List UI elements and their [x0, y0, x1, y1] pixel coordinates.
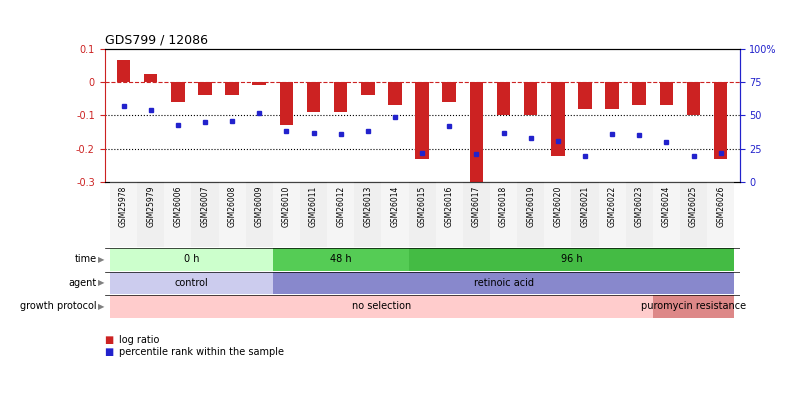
- Bar: [597, 182, 625, 247]
- Bar: [144, 74, 157, 82]
- Bar: [652, 182, 679, 247]
- Text: GSM26018: GSM26018: [499, 185, 507, 227]
- Bar: [225, 82, 238, 96]
- Text: GSM26009: GSM26009: [255, 185, 263, 227]
- Bar: [632, 82, 646, 105]
- Text: ■: ■: [104, 347, 114, 357]
- Text: GSM26024: GSM26024: [661, 185, 670, 227]
- Bar: [116, 60, 130, 82]
- Text: ■: ■: [104, 335, 114, 345]
- Bar: [110, 272, 272, 294]
- Bar: [408, 182, 435, 247]
- Bar: [354, 182, 381, 247]
- Bar: [652, 295, 733, 318]
- Bar: [218, 182, 246, 247]
- Bar: [571, 182, 597, 247]
- Text: puromycin resistance: puromycin resistance: [640, 301, 745, 311]
- Text: retinoic acid: retinoic acid: [473, 278, 533, 288]
- Bar: [110, 295, 652, 318]
- Bar: [327, 182, 354, 247]
- Bar: [408, 248, 733, 271]
- Bar: [137, 182, 164, 247]
- Text: control: control: [174, 278, 208, 288]
- Text: GSM26013: GSM26013: [363, 185, 372, 227]
- Text: 48 h: 48 h: [329, 254, 351, 264]
- Bar: [550, 82, 564, 156]
- Bar: [272, 182, 300, 247]
- Text: GSM26026: GSM26026: [715, 185, 724, 227]
- Text: GSM26006: GSM26006: [173, 185, 182, 227]
- Bar: [679, 182, 706, 247]
- Bar: [307, 82, 320, 112]
- Bar: [706, 182, 733, 247]
- Bar: [496, 82, 510, 115]
- Bar: [713, 82, 727, 159]
- Bar: [388, 82, 402, 105]
- Text: GSM26017: GSM26017: [471, 185, 480, 227]
- Bar: [605, 82, 618, 109]
- Bar: [333, 82, 347, 112]
- Text: 0 h: 0 h: [183, 254, 199, 264]
- Text: GSM26012: GSM26012: [336, 185, 344, 227]
- Text: GSM26015: GSM26015: [417, 185, 426, 227]
- Text: ▶: ▶: [98, 255, 104, 264]
- Text: GSM25979: GSM25979: [146, 185, 155, 227]
- Bar: [252, 82, 266, 85]
- Bar: [381, 182, 408, 247]
- Bar: [246, 182, 272, 247]
- Bar: [625, 182, 652, 247]
- Bar: [435, 182, 463, 247]
- Bar: [463, 182, 489, 247]
- Text: no selection: no selection: [352, 301, 410, 311]
- Bar: [524, 82, 536, 115]
- Text: ▶: ▶: [98, 278, 104, 288]
- Text: GSM26021: GSM26021: [580, 185, 589, 227]
- Bar: [300, 182, 327, 247]
- Text: GSM26014: GSM26014: [390, 185, 399, 227]
- Bar: [361, 82, 374, 96]
- Text: GSM26011: GSM26011: [308, 185, 318, 227]
- Bar: [110, 182, 137, 247]
- Text: log ratio: log ratio: [119, 335, 159, 345]
- Text: GSM26008: GSM26008: [227, 185, 236, 227]
- Bar: [415, 82, 428, 159]
- Text: GSM26016: GSM26016: [444, 185, 453, 227]
- Bar: [577, 82, 591, 109]
- Bar: [658, 82, 672, 105]
- Bar: [469, 82, 483, 182]
- Text: GSM26019: GSM26019: [525, 185, 535, 227]
- Bar: [279, 82, 293, 126]
- Bar: [171, 82, 185, 102]
- Text: time: time: [74, 254, 96, 264]
- Text: ▶: ▶: [98, 302, 104, 311]
- Bar: [198, 82, 211, 96]
- Text: GDS799 / 12086: GDS799 / 12086: [104, 33, 207, 46]
- Text: percentile rank within the sample: percentile rank within the sample: [119, 347, 283, 357]
- Bar: [164, 182, 191, 247]
- Text: agent: agent: [68, 278, 96, 288]
- Text: GSM26025: GSM26025: [688, 185, 697, 227]
- Text: GSM26022: GSM26022: [607, 185, 616, 227]
- Text: GSM26020: GSM26020: [552, 185, 561, 227]
- Text: GSM26007: GSM26007: [200, 185, 210, 227]
- Bar: [516, 182, 544, 247]
- Bar: [191, 182, 218, 247]
- Bar: [686, 82, 699, 115]
- Bar: [272, 272, 733, 294]
- Text: growth protocol: growth protocol: [20, 301, 96, 311]
- Text: GSM26010: GSM26010: [282, 185, 291, 227]
- Bar: [489, 182, 516, 247]
- Text: GSM25978: GSM25978: [119, 185, 128, 227]
- Bar: [272, 248, 408, 271]
- Bar: [110, 248, 272, 271]
- Text: 96 h: 96 h: [560, 254, 581, 264]
- Text: GSM26023: GSM26023: [634, 185, 643, 227]
- Bar: [442, 82, 455, 102]
- Bar: [544, 182, 571, 247]
